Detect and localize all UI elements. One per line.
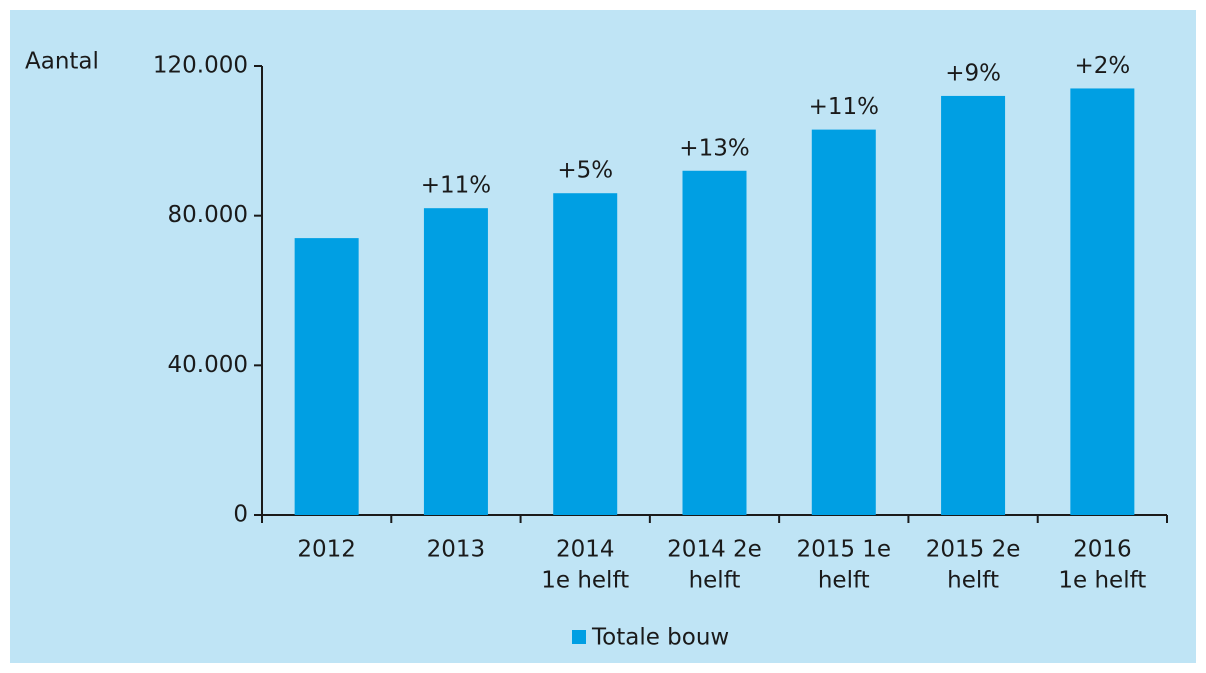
x-tick-label: 2016	[1073, 537, 1132, 563]
x-tick-label: 2012	[297, 537, 356, 563]
bar	[811, 129, 876, 515]
x-tick-label: helft	[689, 568, 741, 594]
legend-label: Totale bouw	[591, 625, 729, 651]
x-tick-label: helft	[818, 568, 870, 594]
y-tick-label: 40.000	[168, 352, 248, 378]
x-tick-label: 2015 2e	[926, 537, 1021, 563]
x-tick-label: 2013	[427, 537, 486, 563]
bar-annotation: +9%	[945, 60, 1001, 86]
bar-annotation: +5%	[557, 158, 613, 184]
x-tick-label: 1e helft	[1058, 568, 1146, 594]
x-tick-label: 2014 2e	[667, 537, 762, 563]
x-tick-label: 2015 1e	[796, 537, 891, 563]
bar	[553, 193, 618, 515]
bar-annotation: +11%	[809, 94, 879, 120]
x-tick-label: helft	[947, 568, 999, 594]
y-axis-label: Aantal	[25, 49, 99, 75]
bar	[682, 170, 747, 515]
bar	[941, 95, 1006, 515]
bar	[294, 238, 359, 515]
y-tick-label: 0	[233, 502, 248, 528]
bar-annotation: +2%	[1074, 53, 1130, 79]
bar-annotation: +13%	[679, 135, 749, 161]
x-tick-label: 1e helft	[541, 568, 629, 594]
legend-swatch	[572, 630, 586, 644]
bar	[423, 208, 488, 515]
bar-annotation: +11%	[421, 173, 491, 199]
y-tick-label: 80.000	[168, 202, 248, 228]
bar	[1070, 88, 1135, 515]
x-tick-label: 2014	[556, 537, 615, 563]
y-tick-label: 120.000	[153, 53, 248, 79]
